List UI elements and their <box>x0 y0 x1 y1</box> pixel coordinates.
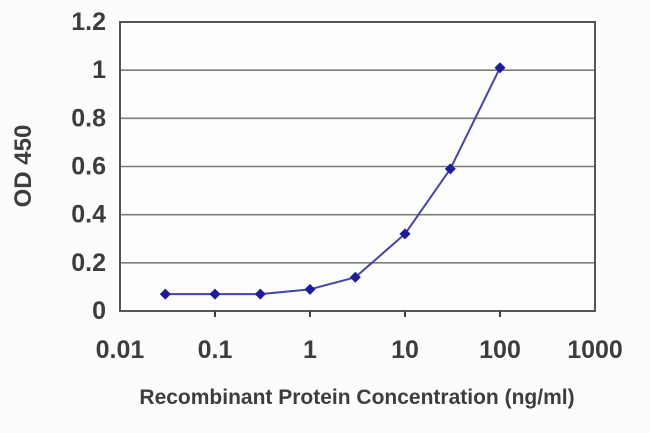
y-axis-tick-labels: 0 0.2 0.4 0.6 0.8 1 1.2 <box>71 8 106 325</box>
y-tick-label: 0.8 <box>71 104 106 132</box>
y-tick-label: 1.2 <box>71 8 106 36</box>
y-tick-label: 0.4 <box>71 201 106 229</box>
plot-border <box>119 21 596 312</box>
y-tick-label: 0 <box>92 297 106 325</box>
data-point-marker <box>399 228 411 240</box>
x-tick-label: 10 <box>391 336 419 364</box>
x-tick-label: 0.01 <box>96 336 145 364</box>
data-point-marker <box>304 283 316 295</box>
series-line <box>165 67 501 296</box>
y-tick-label: 1 <box>92 56 106 84</box>
y-axis-title: OD 450 <box>10 125 37 208</box>
x-tick-label: 0.1 <box>198 336 233 364</box>
data-point-marker <box>494 62 506 74</box>
y-tick-label: 0.2 <box>71 249 106 277</box>
x-tick-label: 1000 <box>567 336 623 364</box>
data-point-marker <box>159 288 171 300</box>
data-point-marker <box>209 288 221 300</box>
x-axis-title: Recombinant Protein Concentration (ng/ml… <box>139 386 574 409</box>
x-tick-label: 1 <box>303 336 317 364</box>
x-axis-ticks <box>214 311 501 317</box>
x-tick-label: 100 <box>479 336 521 364</box>
data-point-marker <box>254 288 266 300</box>
data-point-marker <box>349 271 361 283</box>
gridlines <box>120 69 595 264</box>
x-axis-tick-labels: 0.01 0.1 1 10 100 1000 <box>96 336 623 364</box>
data-series <box>159 62 506 300</box>
data-point-marker <box>444 163 456 175</box>
y-tick-label: 0.6 <box>71 153 106 181</box>
